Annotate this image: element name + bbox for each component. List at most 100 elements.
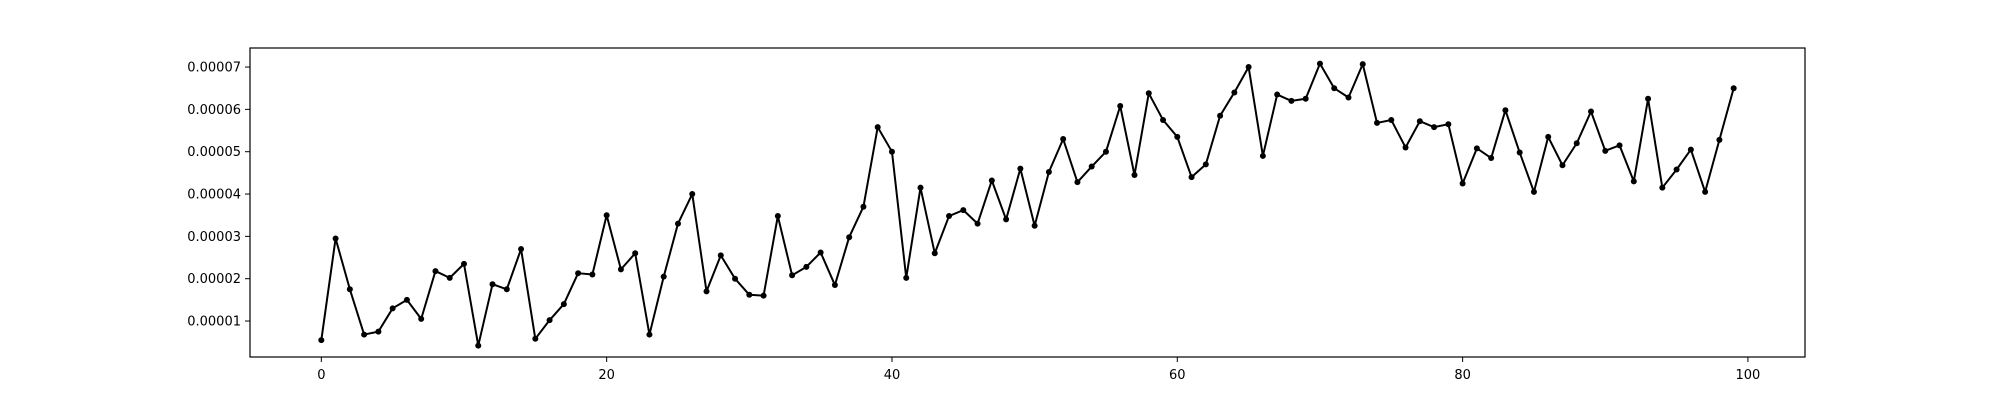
- data-point: [1545, 133, 1552, 140]
- x-tick-label: 80: [1454, 368, 1471, 383]
- x-tick-label: 40: [884, 368, 901, 383]
- data-points: [318, 60, 1737, 349]
- data-point: [674, 220, 681, 227]
- data-point: [1102, 148, 1109, 155]
- data-point: [946, 213, 953, 220]
- data-point: [717, 252, 724, 259]
- y-tick-label: 0.00003: [187, 230, 241, 245]
- data-point: [1473, 145, 1480, 152]
- data-point: [1088, 163, 1095, 170]
- data-point: [560, 301, 567, 308]
- data-point: [460, 260, 467, 267]
- data-point: [1074, 179, 1081, 186]
- data-point: [903, 274, 910, 281]
- x-axis: 0 20 40 60 80 100: [317, 357, 1760, 383]
- data-point: [1302, 95, 1309, 102]
- data-point: [1530, 188, 1537, 195]
- data-point: [917, 184, 924, 191]
- data-point: [1488, 155, 1495, 162]
- data-point: [1359, 61, 1366, 68]
- x-tick-label: 0: [317, 368, 325, 383]
- data-point: [1145, 90, 1152, 97]
- data-point: [988, 177, 995, 184]
- data-point: [1331, 85, 1338, 92]
- data-point: [475, 342, 482, 349]
- data-point: [1188, 174, 1195, 181]
- data-point: [1217, 112, 1224, 119]
- plot-area: [250, 48, 1805, 357]
- data-point: [1131, 171, 1138, 178]
- y-tick-label: 0.00006: [187, 103, 241, 118]
- data-point: [846, 234, 853, 241]
- data-point: [1630, 178, 1637, 185]
- data-point: [931, 250, 938, 257]
- data-point: [361, 331, 368, 338]
- data-point: [589, 271, 596, 278]
- data-point: [803, 263, 810, 270]
- data-point: [817, 249, 824, 256]
- data-point: [1673, 166, 1680, 173]
- data-point: [346, 286, 353, 293]
- data-point: [1388, 116, 1395, 123]
- data-point: [418, 315, 425, 322]
- data-point: [1445, 121, 1452, 128]
- data-point: [1716, 136, 1723, 143]
- data-point: [532, 335, 539, 342]
- data-point: [1003, 216, 1010, 223]
- data-point: [860, 203, 867, 210]
- y-tick-label: 0.00007: [187, 61, 241, 76]
- y-tick-label: 0.00004: [187, 188, 241, 203]
- data-point: [389, 305, 396, 312]
- data-point: [660, 273, 667, 280]
- data-point: [375, 328, 382, 335]
- data-point: [1231, 89, 1238, 96]
- data-point: [1502, 107, 1509, 114]
- data-point: [1274, 91, 1281, 98]
- data-point: [1402, 144, 1409, 151]
- data-point: [1160, 116, 1167, 123]
- series-line: [320, 62, 1735, 347]
- data-point: [332, 235, 339, 242]
- data-point: [1045, 169, 1052, 176]
- data-point: [1645, 95, 1652, 102]
- data-point: [1416, 118, 1423, 125]
- data-point: [632, 250, 639, 257]
- data-point: [746, 291, 753, 298]
- data-point: [1316, 60, 1323, 67]
- data-point: [489, 281, 496, 288]
- x-tick-label: 100: [1736, 368, 1761, 383]
- data-point: [1730, 85, 1737, 92]
- data-point: [732, 275, 739, 282]
- data-point: [575, 270, 582, 277]
- data-point: [1516, 149, 1523, 156]
- data-point: [1702, 188, 1709, 195]
- data-point: [1659, 184, 1666, 191]
- data-point: [689, 191, 696, 198]
- y-axis: 0.00001 0.00002 0.00003 0.00004 0.00005 0.000…: [187, 61, 250, 330]
- y-tick-label: 0.00002: [187, 272, 241, 287]
- data-point: [1573, 140, 1580, 147]
- data-point: [503, 286, 510, 293]
- plot-frame: [249, 47, 1806, 358]
- data-point: [831, 282, 838, 289]
- data-point: [1602, 147, 1609, 154]
- data-point: [974, 220, 981, 227]
- data-point: [1559, 162, 1566, 169]
- data-point: [1616, 142, 1623, 149]
- data-point: [446, 274, 453, 281]
- data-point: [1117, 102, 1124, 109]
- data-point: [432, 268, 439, 275]
- x-tick-label: 20: [598, 368, 615, 383]
- data-point: [1288, 97, 1295, 104]
- data-point: [546, 317, 553, 324]
- data-point: [1345, 94, 1352, 101]
- data-point: [1374, 119, 1381, 126]
- data-point: [318, 337, 325, 344]
- data-point: [1245, 64, 1252, 71]
- data-point: [617, 266, 624, 273]
- data-point: [603, 212, 610, 219]
- data-point: [1459, 180, 1466, 187]
- data-point: [403, 296, 410, 303]
- data-point: [789, 272, 796, 279]
